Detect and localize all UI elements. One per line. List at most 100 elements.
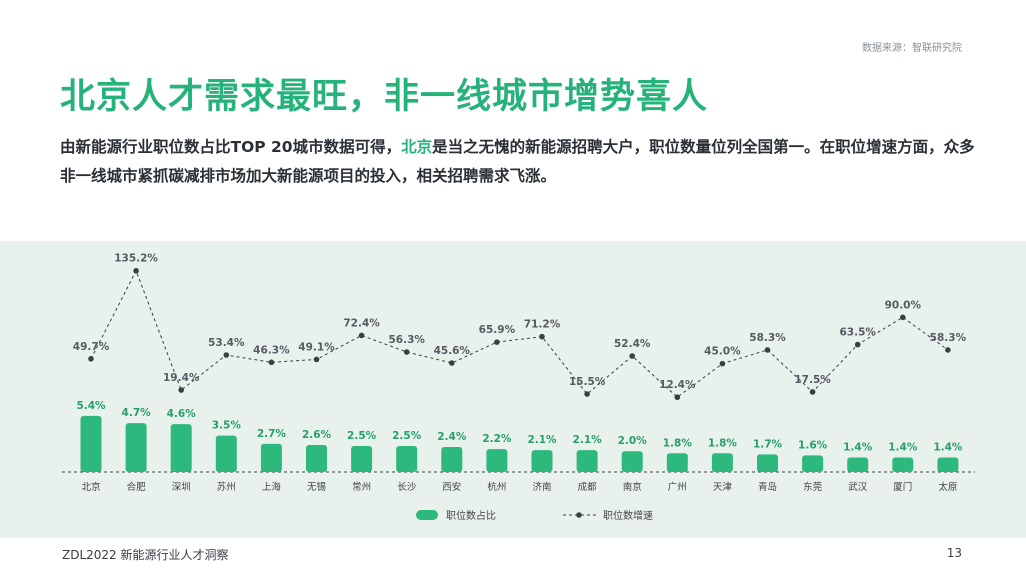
bar-13 — [666, 453, 688, 472]
description-highlight: 北京 — [401, 138, 433, 156]
growth-label-13: 12.4% — [659, 379, 696, 391]
category-label-12: 南京 — [623, 481, 642, 493]
category-label-6: 常州 — [352, 481, 371, 493]
bar-8 — [441, 447, 463, 472]
growth-point-6 — [358, 332, 365, 339]
growth-point-3 — [223, 352, 230, 358]
category-label-10: 济南 — [532, 481, 551, 493]
growth-point-13 — [674, 394, 681, 401]
bar-12 — [621, 451, 643, 472]
category-label-17: 武汉 — [848, 481, 868, 493]
growth-point-7 — [403, 349, 410, 355]
bar-2 — [170, 424, 192, 472]
growth-label-19: 58.3% — [930, 332, 967, 344]
bar-label-1: 4.7% — [122, 407, 152, 419]
category-label-0: 北京 — [81, 481, 100, 493]
bar-label-6: 2.5% — [347, 430, 377, 442]
growth-label-0: 49.7% — [73, 341, 110, 353]
chart-panel — [0, 241, 1026, 538]
bar-16 — [802, 455, 824, 472]
bar-10 — [531, 450, 553, 472]
bar-19 — [937, 457, 959, 472]
growth-point-9 — [494, 339, 500, 345]
bar-14 — [711, 453, 733, 472]
growth-label-5: 49.1% — [298, 341, 335, 353]
page-title: 北京人才需求最旺，非一线城市增势喜人 — [60, 77, 709, 117]
bar-label-11: 2.1% — [573, 434, 603, 446]
category-label-5: 无锡 — [307, 481, 326, 493]
bar-9 — [486, 449, 508, 472]
bar-11 — [576, 450, 598, 472]
bar-label-19: 1.4% — [933, 441, 963, 453]
chart: 5.4% 北京 4.7% 合肥 4.6% 深圳 3.5% 苏州 2.7% 上海 2.6% 无锡 2.5%… — [62, 253, 975, 522]
growth-point-16 — [809, 389, 816, 395]
category-label-3: 苏州 — [217, 481, 236, 493]
bar-label-2: 4.6% — [167, 408, 197, 420]
category-label-7: 长沙 — [397, 481, 417, 493]
bar-label-0: 5.4% — [76, 400, 106, 412]
category-label-1: 合肥 — [127, 481, 147, 493]
bar-7 — [396, 446, 418, 472]
growth-point-17 — [854, 341, 861, 348]
growth-label-9: 65.9% — [479, 324, 516, 336]
category-label-2: 深圳 — [172, 482, 191, 493]
category-label-19: 太原 — [938, 481, 957, 493]
bar-label-3: 3.5% — [212, 420, 242, 432]
growth-label-8: 45.6% — [434, 345, 471, 357]
bar-3 — [215, 435, 237, 472]
growth-point-10 — [539, 333, 545, 340]
growth-label-1: 135.2% — [114, 253, 158, 265]
growth-point-15 — [764, 347, 771, 353]
bar-label-4: 2.7% — [257, 428, 287, 440]
bar-label-9: 2.2% — [482, 433, 512, 445]
growth-label-15: 58.3% — [749, 332, 786, 344]
growth-line — [90, 269, 949, 398]
bar-6 — [351, 446, 373, 472]
growth-point-14 — [719, 360, 726, 367]
bar-18 — [892, 457, 914, 472]
bar-label-12: 2.0% — [618, 435, 648, 447]
bar-label-10: 2.1% — [527, 434, 557, 446]
growth-point-11 — [584, 391, 590, 397]
bar-label-13: 1.8% — [663, 437, 693, 449]
category-label-11: 成都 — [578, 481, 598, 493]
growth-label-17: 63.5% — [839, 327, 876, 339]
description-part1: 由新能源行业职位数占比TOP 20城市数据可得， — [60, 138, 402, 156]
bar-label-14: 1.8% — [708, 437, 738, 449]
bar-label-7: 2.5% — [392, 430, 422, 442]
bar-4 — [260, 443, 282, 472]
bar-1 — [125, 423, 147, 472]
growth-label-2: 19.4% — [163, 372, 200, 384]
growth-point-4 — [268, 359, 275, 366]
category-label-18: 厦门 — [893, 481, 912, 493]
growth-point-2 — [178, 387, 184, 393]
growth-point-5 — [313, 356, 320, 363]
description: 由新能源行业职位数占比TOP 20城市数据可得，北京是当之无愧的新能源招聘大户，… — [60, 133, 980, 191]
growth-label-16: 17.5% — [794, 374, 831, 386]
category-label-8: 西安 — [442, 481, 461, 493]
growth-label-18: 90.0% — [885, 299, 922, 311]
page-number: 13 — [946, 546, 962, 560]
growth-point-8 — [449, 360, 455, 366]
description-part2: 是当之无愧的新能源招聘大户，职位数量位列全国第一。在职位增速方面，众多非一线城市… — [60, 138, 975, 185]
growth-label-11: 15.5% — [569, 376, 606, 388]
category-label-13: 广州 — [668, 481, 687, 493]
bar-label-8: 2.4% — [437, 431, 467, 443]
category-label-16: 东莞 — [803, 481, 823, 493]
bar-label-5: 2.6% — [302, 429, 332, 441]
growth-label-3: 53.4% — [208, 337, 245, 349]
growth-label-10: 71.2% — [524, 319, 561, 331]
category-label-4: 上海 — [262, 481, 282, 493]
growth-label-7: 56.3% — [388, 334, 425, 346]
bar-label-16: 1.6% — [798, 439, 828, 451]
legend-bar-label: 职位数占比 — [446, 509, 496, 522]
growth-label-6: 72.4% — [343, 317, 380, 329]
growth-label-4: 46.3% — [253, 344, 290, 356]
bar-17 — [847, 457, 869, 472]
growth-label-14: 45.0% — [704, 346, 741, 358]
legend-line-label: 职位数增速 — [603, 509, 653, 522]
growth-point-0 — [88, 356, 94, 362]
bar-15 — [757, 454, 778, 472]
growth-point-12 — [629, 353, 635, 359]
data-source: 数据来源：智联研究院 — [862, 43, 962, 54]
